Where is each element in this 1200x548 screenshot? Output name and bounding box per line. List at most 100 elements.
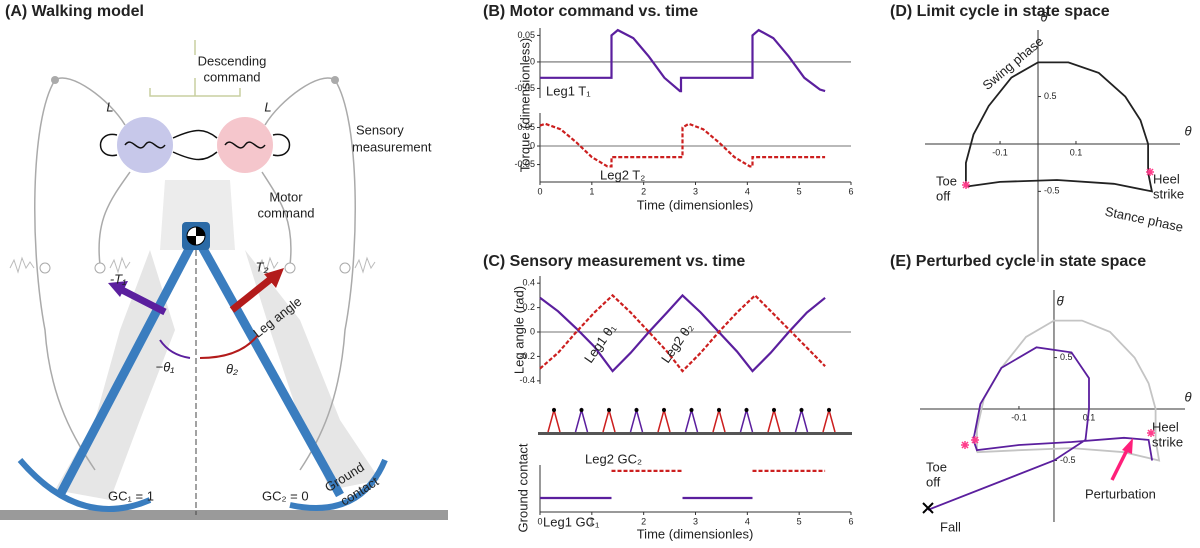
stick	[684, 407, 699, 433]
y-axis-label: Ground contact	[515, 443, 530, 532]
stick-hip	[552, 408, 556, 412]
stick-hip	[772, 408, 776, 412]
diagram-label: θ₂	[226, 361, 238, 376]
x-tick-label: 4	[745, 516, 750, 526]
stick-hip	[744, 408, 749, 412]
x-tick-label: 5	[797, 186, 802, 196]
diagram-label: L	[264, 99, 271, 114]
annotation: Toe	[936, 173, 957, 188]
x-tick-label: 0	[537, 516, 542, 526]
x-tick-label: 1	[589, 516, 594, 526]
diagram-label: −θ₁	[156, 359, 175, 374]
series-line	[965, 61, 1154, 193]
y-tick-label: 0.4	[522, 278, 535, 288]
stick	[602, 407, 616, 433]
annotation: Perturbation	[1085, 486, 1156, 501]
x-tick-label: -0.1	[992, 147, 1008, 157]
event-star	[961, 441, 969, 449]
y-tick-label: -0.5	[1060, 455, 1076, 465]
panel-a-title: (A) Walking model	[5, 3, 144, 20]
y-tick-label: -0.5	[1044, 186, 1060, 196]
x-tick-label: 4	[745, 186, 750, 196]
x-tick-label: 0.1	[1083, 412, 1096, 422]
series-line	[540, 28, 826, 93]
x-axis-label: Time (dimensionles)	[637, 526, 754, 541]
stick-hip	[579, 408, 584, 412]
panel-title: (B) Motor command vs. time	[483, 3, 698, 20]
diagram-label: T₂	[256, 259, 269, 274]
stick	[822, 407, 836, 433]
series-line	[539, 122, 826, 168]
event-star	[971, 436, 979, 444]
stick	[657, 407, 671, 433]
stick-hip	[607, 408, 611, 412]
annotation: strike	[1153, 186, 1184, 201]
series-label: Leg2 θ₂	[658, 320, 696, 365]
y-tick-label: 0	[530, 326, 535, 336]
event-star	[1147, 429, 1155, 437]
annotation: Toe	[926, 459, 947, 474]
series-label: Leg1 GC₁	[543, 514, 600, 529]
y-axis-label: Leg angle (rad)	[511, 286, 526, 374]
panel-title: (D) Limit cycle in state space	[890, 3, 1110, 20]
y-axis-label: θ̇	[1056, 293, 1064, 308]
annotation: Stance phase	[1104, 204, 1185, 235]
diagram-label: measurement	[352, 139, 432, 154]
perturbation-arrowhead	[1122, 438, 1133, 454]
annotation: Heel	[1152, 419, 1179, 434]
diagram-label: command	[257, 205, 314, 220]
stick-hip	[634, 408, 639, 412]
stick-hip	[717, 408, 721, 412]
stick	[629, 407, 644, 433]
stick	[547, 407, 561, 433]
y-tick-label: 0	[530, 56, 535, 66]
annotation: Heel	[1153, 171, 1180, 186]
x-tick-label: 6	[848, 186, 853, 196]
x-tick-label: 2	[641, 516, 646, 526]
x-axis-label: Time (dimensionles)	[637, 197, 754, 212]
diagram-label: Motor	[269, 189, 303, 204]
y-tick-label: 0.5	[1060, 352, 1073, 362]
stick	[739, 407, 754, 433]
stick	[794, 407, 809, 433]
event-star	[962, 181, 970, 189]
series-label: Leg1 T₁	[546, 83, 591, 98]
annotation: off	[936, 188, 951, 203]
x-axis-label: θ	[1184, 123, 1191, 138]
diagram-label: L	[106, 99, 113, 114]
y-tick-label: -0.4	[519, 375, 535, 385]
y-tick-label: -0.2	[519, 351, 535, 361]
diagram-label: GC₁ = 1	[108, 488, 154, 503]
y-tick-label: 0.05	[517, 122, 535, 132]
y-axis-label: θ̇	[1040, 9, 1048, 24]
panel-title: (E) Perturbed cycle in state space	[890, 253, 1146, 270]
series-line	[539, 293, 826, 373]
y-tick-label: 0.2	[522, 302, 535, 312]
x-tick-label: 0.1	[1070, 147, 1083, 157]
stick-hip	[662, 408, 666, 412]
series-label: Leg1 θ₁	[581, 320, 619, 365]
x-tick-label: 6	[848, 516, 853, 526]
diagram-label: GC₂ = 0	[262, 488, 309, 503]
y-axis-label: Torque (dimensionless)	[517, 38, 532, 172]
series-label: Leg2 T₂	[600, 167, 645, 182]
x-tick-label: 3	[693, 516, 698, 526]
stick	[712, 407, 726, 433]
x-tick-label: 3	[693, 186, 698, 196]
stick-strip	[538, 407, 852, 435]
fall-mark	[922, 502, 934, 514]
x-tick-label: 1	[589, 186, 594, 196]
x-tick-label: 2	[641, 186, 646, 196]
diagram-label: -T₁	[110, 271, 126, 286]
series-line	[927, 346, 1153, 511]
annotation: strike	[1152, 434, 1183, 449]
diagram-label: Descending	[198, 53, 267, 68]
stick	[574, 407, 589, 433]
x-tick-label: 0	[537, 186, 542, 196]
x-tick-label: -0.1	[1011, 412, 1027, 422]
x-tick-label: 5	[797, 516, 802, 526]
series-line	[539, 293, 826, 373]
y-tick-label: 0.05	[517, 30, 535, 40]
diagram-label: Sensory	[356, 122, 404, 137]
